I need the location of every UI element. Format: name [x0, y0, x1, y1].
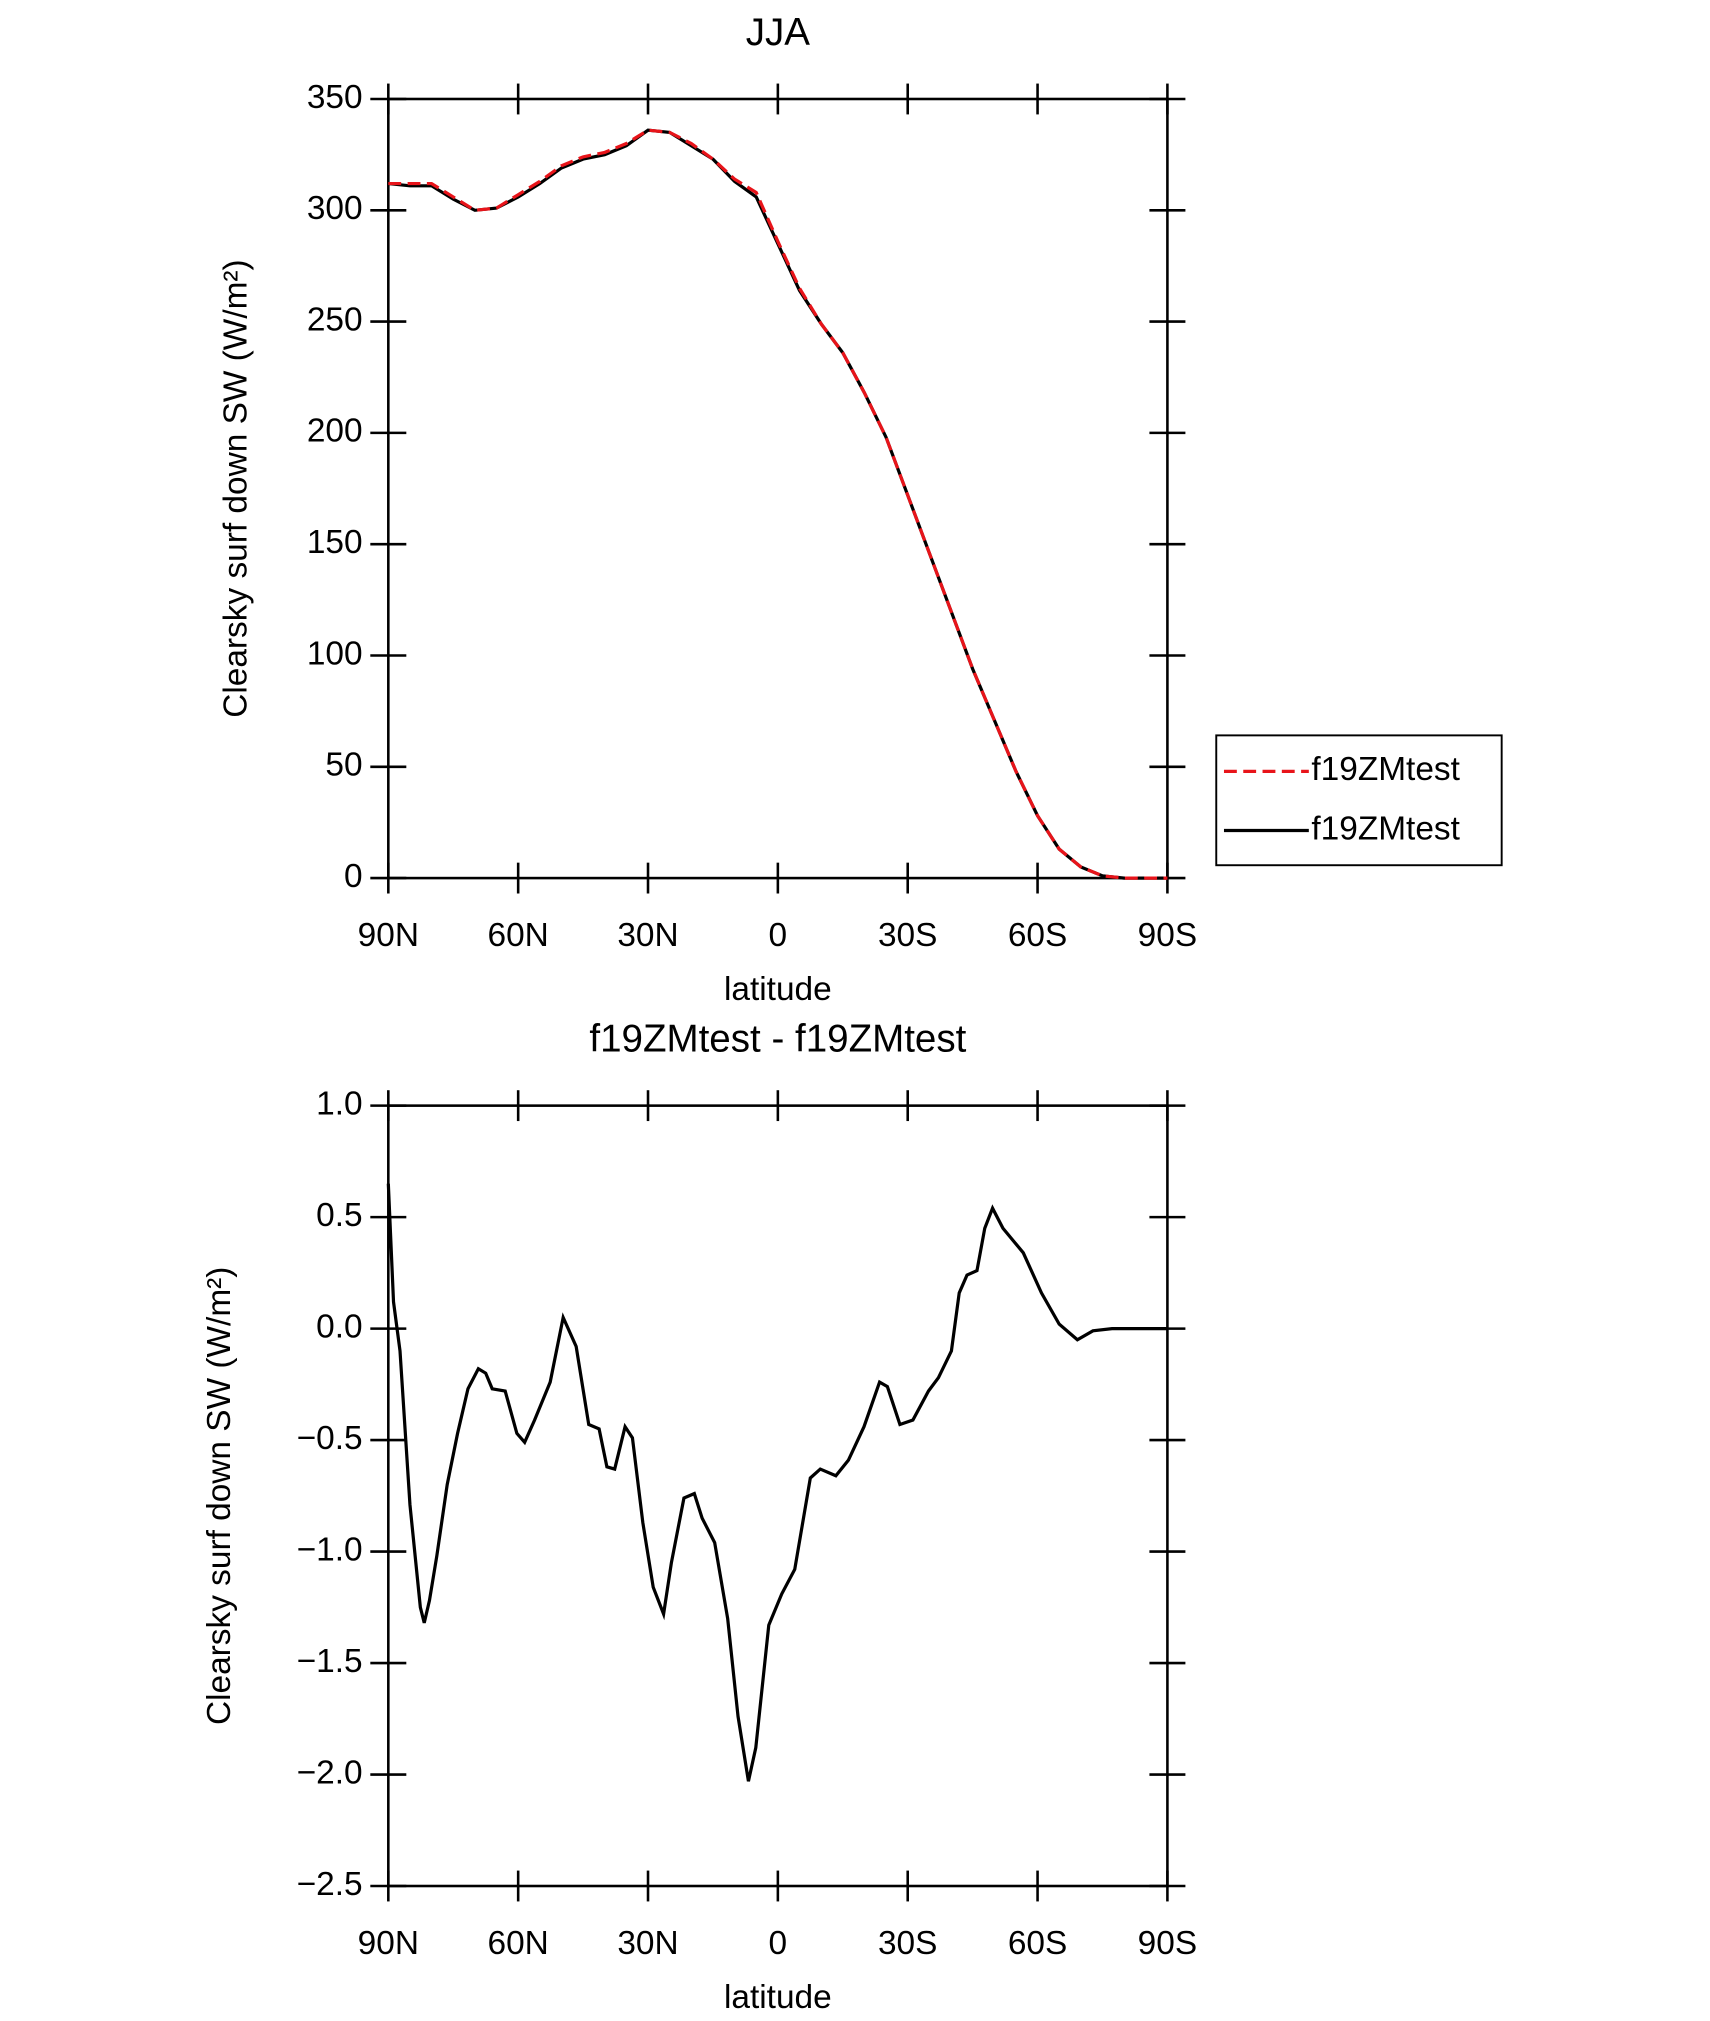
legend-label: f19ZMtest [1311, 810, 1460, 847]
y-tick-label: −2.0 [297, 1754, 363, 1791]
x-tick-label: 60N [488, 1925, 549, 1962]
x-axis-label: latitude [724, 1979, 832, 2016]
data-line [386, 1183, 1168, 1782]
x-tick-label: 0 [769, 1925, 788, 1962]
x-tick-label: 90N [358, 1925, 419, 1962]
x-tick-label: 90S [1138, 917, 1197, 954]
y-tick-label: 0.5 [316, 1197, 362, 1234]
y-axis-label: Clearsky surf down SW (W/m²) [218, 259, 255, 717]
y-tick-label: 0 [344, 858, 363, 895]
plot-frame [387, 97, 1169, 880]
y-axis-label: Clearsky surf down SW (W/m²) [201, 1267, 238, 1725]
x-tick-label: 90S [1138, 1925, 1197, 1962]
x-tick-label: 30N [617, 1925, 678, 1962]
legend-box [1215, 734, 1503, 867]
y-tick-label: 1.0 [316, 1085, 362, 1122]
x-tick-label: 60S [1008, 917, 1067, 954]
x-tick-label: 0 [769, 917, 788, 954]
chart-title: JJA [746, 11, 811, 54]
x-axis-label: latitude [724, 971, 832, 1008]
y-tick-label: 350 [307, 79, 363, 116]
data-line [388, 128, 1168, 880]
y-tick-label: 0.0 [316, 1308, 362, 1345]
legend-label: f19ZMtest [1311, 751, 1460, 788]
y-tick-label: 150 [307, 524, 363, 561]
y-tick-label: 200 [307, 413, 363, 450]
y-tick-label: −1.0 [297, 1531, 363, 1568]
y-tick-label: 50 [325, 747, 362, 784]
chart-title: f19ZMtest - f19ZMtest [589, 1018, 966, 1061]
y-tick-label: −0.5 [297, 1420, 363, 1457]
y-tick-label: −2.5 [297, 1866, 363, 1903]
y-tick-label: 250 [307, 301, 363, 338]
x-tick-label: 30N [617, 917, 678, 954]
x-tick-label: 60S [1008, 1925, 1067, 1962]
plot-frame [387, 1104, 1169, 1888]
y-tick-label: 300 [307, 190, 363, 227]
y-tick-label: −1.5 [297, 1643, 363, 1680]
x-tick-label: 30S [878, 917, 937, 954]
x-tick-label: 30S [878, 1925, 937, 1962]
x-tick-label: 90N [358, 917, 419, 954]
x-tick-label: 60N [488, 917, 549, 954]
y-tick-label: 100 [307, 635, 363, 672]
